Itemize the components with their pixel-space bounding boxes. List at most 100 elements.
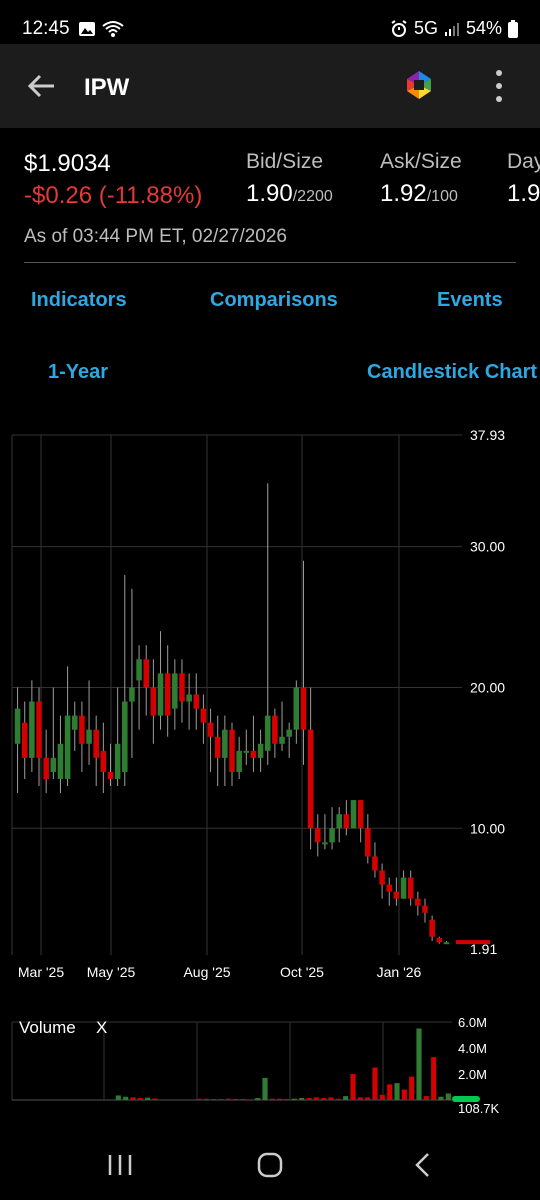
candle-body	[186, 694, 192, 702]
volume-bar	[262, 1077, 268, 1100]
comparisons-link[interactable]: Comparisons	[210, 289, 338, 311]
candle-body	[293, 687, 300, 730]
ask-label: Ask/Size	[380, 150, 462, 173]
signal-icon	[444, 22, 459, 36]
candle-body	[279, 736, 285, 744]
app-bar: IPW	[0, 44, 540, 128]
volume-bar	[416, 1028, 422, 1100]
candle-body	[329, 828, 335, 843]
volume-bar	[203, 1098, 209, 1100]
day-label: Day	[507, 150, 540, 173]
volume-bar	[387, 1084, 393, 1100]
volume-bar	[255, 1098, 261, 1100]
volume-bar	[445, 1093, 451, 1100]
candle-body	[257, 743, 264, 758]
ask-size: /100	[426, 188, 458, 205]
back-arrow-icon[interactable]	[26, 72, 58, 100]
more-options-icon[interactable]	[490, 68, 508, 104]
candle-body	[86, 729, 92, 744]
volume-bar	[438, 1096, 444, 1100]
candle-body	[172, 673, 178, 709]
volume-bar	[233, 1098, 239, 1100]
candle-body	[436, 938, 443, 943]
volume-bar	[269, 1098, 275, 1100]
y-tick-label: 10.00	[470, 820, 505, 836]
home-icon[interactable]	[257, 1152, 283, 1178]
x-tick-label: May '25	[87, 964, 136, 980]
volume-bar	[357, 1097, 363, 1100]
candle-body	[243, 750, 250, 753]
volume-bar	[401, 1089, 407, 1100]
candle-body	[150, 687, 157, 716]
app-logo-icon[interactable]	[404, 70, 434, 100]
last-price-label: 1.91	[470, 941, 497, 957]
candle-body	[393, 891, 400, 899]
recent-apps-icon[interactable]	[107, 1153, 133, 1177]
candle-body	[129, 687, 135, 702]
volume-y-tick-label: 108.7K	[458, 1101, 500, 1116]
bid-size: /2200	[292, 188, 333, 205]
period-selector[interactable]: 1-Year	[48, 361, 109, 383]
indicators-link[interactable]: Indicators	[31, 289, 127, 311]
volume-bar	[277, 1098, 283, 1100]
candle-body	[443, 942, 450, 945]
volume-bar	[115, 1095, 121, 1100]
price-change: -$0.26 (-11.88%)	[24, 182, 203, 209]
volume-bar	[299, 1098, 305, 1100]
candle-body	[264, 715, 271, 751]
x-tick-label: Oct '25	[280, 964, 324, 980]
candle-body	[386, 884, 393, 892]
volume-bar	[225, 1098, 231, 1100]
candle-body	[365, 828, 371, 857]
candle-body	[236, 750, 242, 772]
candle-body	[272, 715, 278, 744]
candle-body	[114, 743, 121, 779]
candle-body	[250, 750, 257, 758]
x-tick-label: Jan '26	[377, 964, 422, 980]
candle-body	[415, 898, 421, 906]
events-link[interactable]: Events	[437, 289, 503, 311]
candle-body	[407, 877, 414, 899]
nav-back-icon[interactable]	[413, 1152, 431, 1178]
volume-bar	[335, 1098, 341, 1100]
volume-chart[interactable]: 6.0M 4.0M 2.0M 108.7K Volume X	[0, 1010, 540, 1120]
candle-body	[100, 750, 107, 772]
candle-body	[43, 757, 49, 779]
candle-body	[429, 919, 435, 937]
last-volume-marker	[452, 1096, 480, 1102]
candle-body	[336, 814, 343, 829]
volume-bar	[137, 1098, 143, 1100]
volume-bar	[211, 1098, 217, 1100]
day-value: 1.9	[507, 180, 540, 207]
volume-close-button[interactable]: X	[96, 1018, 107, 1037]
chart-type-selector[interactable]: Candlestick Chart	[367, 361, 538, 383]
volume-bar	[130, 1097, 136, 1100]
network-type: 5G	[413, 18, 438, 38]
candle-body	[286, 729, 292, 737]
price-chart[interactable]: 37.93 30.00 20.00 10.00 Mar '25 May '25 Aug '2…	[0, 420, 540, 980]
y-tick-label: 30.00	[470, 539, 505, 555]
battery-icon	[508, 19, 518, 38]
volume-bar	[313, 1097, 319, 1100]
volume-title: Volume	[19, 1018, 76, 1037]
candle-body	[157, 673, 164, 716]
volume-bar	[123, 1096, 129, 1100]
volume-bar	[291, 1098, 297, 1100]
candle-body	[422, 905, 428, 913]
day-column: Day 1.9	[507, 150, 540, 208]
candle-body	[400, 877, 407, 899]
candle-body	[322, 842, 328, 845]
candle-body	[207, 722, 214, 737]
candle-body	[357, 800, 364, 829]
candle-body	[179, 673, 185, 702]
candle-body	[50, 757, 57, 772]
candle-body	[79, 715, 85, 744]
ticker-title: IPW	[84, 74, 130, 101]
candle-body	[64, 715, 71, 779]
bid-price: 1.90	[246, 180, 293, 207]
candle-body	[164, 673, 171, 716]
volume-bar	[306, 1098, 312, 1100]
ask-price: 1.92	[380, 180, 427, 207]
volume-y-tick-label: 6.0M	[458, 1015, 487, 1030]
candle-body	[121, 701, 128, 772]
